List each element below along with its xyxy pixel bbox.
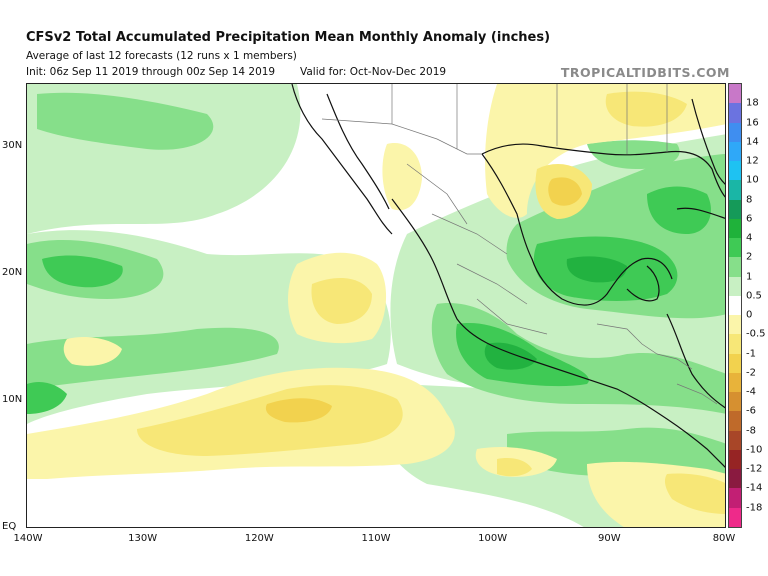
coastlines — [291, 84, 725, 468]
colorbar-label: -4 — [746, 386, 756, 398]
coast-baja-east — [326, 93, 390, 210]
dry-mid-equatorial — [137, 385, 403, 456]
colorbar-segment — [729, 295, 741, 315]
colorbar-segment — [729, 161, 741, 181]
dry-mid-east-pacific — [497, 458, 532, 477]
wet-strong-west-20n — [42, 255, 123, 288]
border-honduras — [656, 353, 693, 370]
latitude-label: 30N — [2, 139, 23, 151]
colorbar-label: 1 — [746, 271, 753, 283]
coast-florida — [691, 98, 725, 185]
colorbar-segment — [729, 469, 741, 489]
valid-period-label: Valid for: Oct-Nov-Dec 2019 — [300, 66, 447, 78]
colorbar-label: -18 — [746, 502, 763, 514]
colorbar-label: -8 — [746, 425, 756, 437]
dry-mid-baja — [311, 278, 372, 324]
colorbar-label: 6 — [746, 213, 753, 225]
colorbar-segment — [729, 122, 741, 142]
longitude-label: 120W — [244, 533, 274, 544]
colorbar-segment — [729, 353, 741, 373]
longitude-label: 140W — [13, 533, 43, 544]
wet-strong-west-10n — [27, 382, 67, 414]
anomaly-wet-deep — [484, 256, 627, 370]
colorbar-segment — [729, 103, 741, 123]
colorbar-segment — [729, 488, 741, 508]
dry-strong-equatorial — [265, 398, 332, 423]
anomaly-dry-strong — [265, 177, 582, 423]
colorbar-segment — [729, 507, 741, 527]
colorbar-segment — [729, 141, 741, 161]
colorbar-segment — [729, 449, 741, 469]
longitude-label: 110W — [361, 533, 391, 544]
init-time-label: Init: 06z Sep 11 2019 through 00z Sep 14… — [26, 66, 276, 78]
colorbar-segment — [729, 180, 741, 200]
coast-yucatan — [626, 265, 660, 302]
border-us-mexico — [321, 118, 482, 155]
colorbar-label: -10 — [746, 444, 763, 456]
colorbar-label: 16 — [746, 117, 759, 129]
colorbar-segment — [729, 199, 741, 219]
colorbar-label: 2 — [746, 251, 753, 263]
colorbar-segment — [729, 84, 741, 104]
colorbar — [728, 83, 742, 528]
coast-cuba — [676, 207, 725, 219]
colorbar-segment — [729, 238, 741, 258]
colorbar-label: -6 — [746, 405, 756, 417]
dry-light-sierra — [382, 143, 422, 211]
wet-strong-caribbean — [647, 186, 711, 234]
colorbar-label: -0.5 — [746, 328, 766, 340]
colorbar-label: 18 — [746, 97, 759, 109]
colorbar-segment — [729, 276, 741, 296]
colorbar-segment — [729, 257, 741, 277]
border-mexico-states-1 — [406, 163, 468, 225]
colorbar-label: 14 — [746, 136, 759, 148]
colorbar-label: -14 — [746, 482, 763, 494]
latitude-label: 10N — [2, 393, 23, 405]
colorbar-label: 0.5 — [746, 290, 762, 302]
coast-texas-gulf — [481, 143, 725, 198]
coast-mexico-pacific — [391, 198, 725, 468]
colorbar-label: 8 — [746, 194, 753, 206]
colorbar-label: 4 — [746, 232, 753, 244]
colorbar-segment — [729, 392, 741, 412]
colorbar-label: 0 — [746, 309, 753, 321]
colorbar-segment — [729, 411, 741, 431]
colorbar-segment — [729, 334, 741, 354]
colorbar-label: 10 — [746, 174, 759, 186]
political-borders — [321, 84, 718, 405]
border-guatemala — [596, 323, 658, 355]
longitude-label: 80W — [712, 533, 736, 544]
dry-mid-east-south — [664, 473, 725, 514]
longitude-label: 100W — [478, 533, 508, 544]
colorbar-segment — [729, 315, 741, 335]
dry-light-west-patch — [63, 337, 122, 366]
border-mexico-states-3 — [456, 263, 528, 305]
wet-deep-gulf — [566, 256, 627, 283]
precipitation-anomaly-map — [26, 83, 726, 528]
brand-watermark: TROPICALTIDBITS.COM — [560, 65, 730, 80]
colorbar-segment — [729, 430, 741, 450]
colorbar-segment — [729, 372, 741, 392]
wet-mid-nw — [37, 92, 214, 150]
longitude-label: 90W — [598, 533, 621, 544]
latitude-label: 20N — [2, 266, 23, 278]
dry-strong-texas-coast — [548, 177, 582, 206]
colorbar-segment — [729, 218, 741, 238]
map-canvas — [27, 84, 725, 527]
chart-title: CFSv2 Total Accumulated Precipitation Me… — [26, 30, 551, 45]
colorbar-label: 12 — [746, 155, 759, 167]
coast-baja-west — [291, 84, 393, 235]
border-mexico-states-2 — [431, 213, 508, 255]
border-nicaragua — [676, 383, 718, 405]
latitude-label: EQ — [2, 521, 17, 532]
coast-gulf-mexico — [481, 153, 673, 306]
colorbar-label: -12 — [746, 463, 763, 475]
coast-central-america — [666, 313, 725, 409]
chart-subtitle: Average of last 12 forecasts (12 runs x … — [26, 50, 297, 62]
border-mexico-states-4 — [476, 298, 548, 335]
longitude-label: 130W — [128, 533, 158, 544]
colorbar-label: -1 — [746, 348, 756, 360]
wet-deep-mexico — [484, 342, 537, 370]
colorbar-label: -2 — [746, 367, 756, 379]
